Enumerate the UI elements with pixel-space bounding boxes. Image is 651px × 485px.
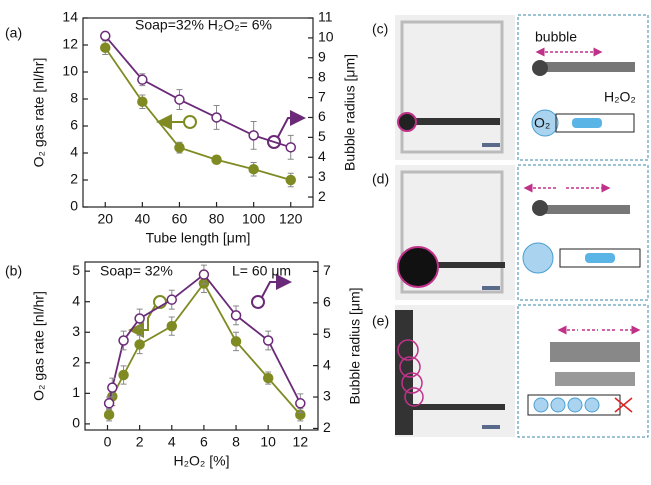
panel-label: (d)	[372, 171, 389, 187]
data-point	[107, 382, 118, 393]
x-tick-label: 40	[135, 211, 151, 227]
plot-frame	[82, 17, 314, 208]
y2-tick-label: 4	[323, 356, 331, 372]
y-tick-label: 8	[70, 90, 78, 106]
y-tick-label: 3	[72, 323, 80, 339]
o2-label: O₂	[534, 115, 550, 131]
y2-tick-label: 4	[318, 148, 326, 164]
x-tick-label: 4	[168, 434, 176, 450]
y2-tick-label: 5	[323, 325, 331, 341]
data-point	[230, 336, 242, 347]
y-axis-label: O₂ gas rate [nl/hr]	[31, 58, 47, 168]
data-point	[248, 130, 259, 141]
y-tick-label: 10	[62, 63, 78, 79]
y2-tick-label: 6	[323, 294, 331, 310]
y2-axis-label: Bubble radius [μm]	[342, 54, 358, 171]
y-tick-label: 12	[62, 36, 78, 52]
y2-tick-label: 7	[323, 262, 331, 278]
y-axis-label: O₂ gas rate [nl/hr]	[31, 291, 47, 401]
panel-label: (a)	[5, 25, 22, 41]
y-tick-label: 2	[72, 354, 80, 370]
data-point	[118, 335, 129, 346]
x-tick-label: 20	[97, 211, 113, 227]
data-point	[100, 30, 111, 42]
y2-axis-label: Bubble radius [μm]	[347, 287, 363, 404]
panel-label: (c)	[372, 21, 388, 37]
data-point	[103, 409, 115, 420]
y2-tick-label: 5	[318, 128, 326, 144]
data-point	[118, 369, 129, 381]
data-point	[262, 335, 274, 346]
y-tick-label: 0	[70, 198, 78, 214]
x-tick-label: 100	[242, 211, 266, 227]
data-point	[137, 96, 148, 107]
y-tick-label: 4	[72, 292, 80, 308]
y2-tick-label: 3	[318, 168, 326, 184]
data-point	[211, 154, 222, 165]
y-tick-label: 14	[62, 9, 78, 25]
series-line	[104, 35, 292, 149]
y-tick-label: 6	[70, 117, 78, 133]
data-point	[295, 398, 306, 409]
y2-tick-label: 3	[323, 388, 331, 404]
plot-frame	[84, 261, 319, 431]
data-point	[100, 42, 111, 53]
data-point	[174, 142, 185, 153]
x-tick-label: 80	[209, 211, 225, 227]
x-tick-label: 12	[293, 434, 309, 450]
y-tick-label: 5	[72, 262, 80, 278]
data-point	[174, 94, 185, 105]
series-line	[104, 47, 291, 181]
annotation: Soap= 32%	[100, 263, 173, 279]
annotation: L= 60 μm	[232, 263, 291, 279]
y-tick-label: 2	[70, 171, 78, 187]
y2-tick-label: 11	[318, 9, 333, 25]
data-point	[262, 372, 274, 384]
y-tick-label: 4	[70, 144, 78, 160]
data-point	[166, 320, 178, 332]
data-point	[137, 74, 148, 85]
panel-label: (b)	[5, 263, 22, 279]
data-point	[248, 163, 259, 175]
data-point	[134, 313, 145, 324]
x-tick-label: 6	[200, 434, 208, 450]
panel-label: (e)	[372, 313, 389, 329]
data-point	[285, 142, 296, 153]
data-point	[166, 294, 178, 305]
y-tick-label: 0	[72, 415, 80, 431]
data-point	[211, 112, 222, 123]
bubble-label: bubble	[535, 29, 577, 45]
micrographs	[395, 14, 649, 438]
h2o2-label: H₂O₂	[604, 89, 636, 105]
y2-tick-label: 9	[318, 48, 326, 64]
x-axis-label: H₂O₂ [%]	[174, 453, 230, 469]
x-tick-label: 120	[279, 211, 303, 227]
y2-tick-label: 8	[318, 68, 326, 84]
y2-tick-label: 2	[323, 419, 331, 435]
y-tick-label: 1	[72, 384, 80, 400]
data-point	[103, 398, 115, 409]
y2-tick-label: 2	[318, 188, 326, 204]
y2-tick-label: 10	[318, 29, 334, 45]
data-point	[230, 310, 242, 321]
annotation: Soap=32% H₂O₂= 6%	[135, 17, 272, 33]
data-point	[285, 174, 296, 186]
x-tick-label: 60	[172, 211, 188, 227]
x-tick-label: 10	[260, 434, 276, 450]
x-tick-label: 2	[136, 434, 144, 450]
x-tick-label: 8	[232, 434, 240, 450]
x-tick-label: 0	[104, 434, 112, 450]
data-point	[134, 339, 145, 350]
y2-tick-label: 6	[318, 108, 326, 124]
data-point	[198, 269, 210, 280]
x-axis-label: Tube length [μm]	[146, 230, 251, 246]
y2-tick-label: 7	[318, 88, 326, 104]
